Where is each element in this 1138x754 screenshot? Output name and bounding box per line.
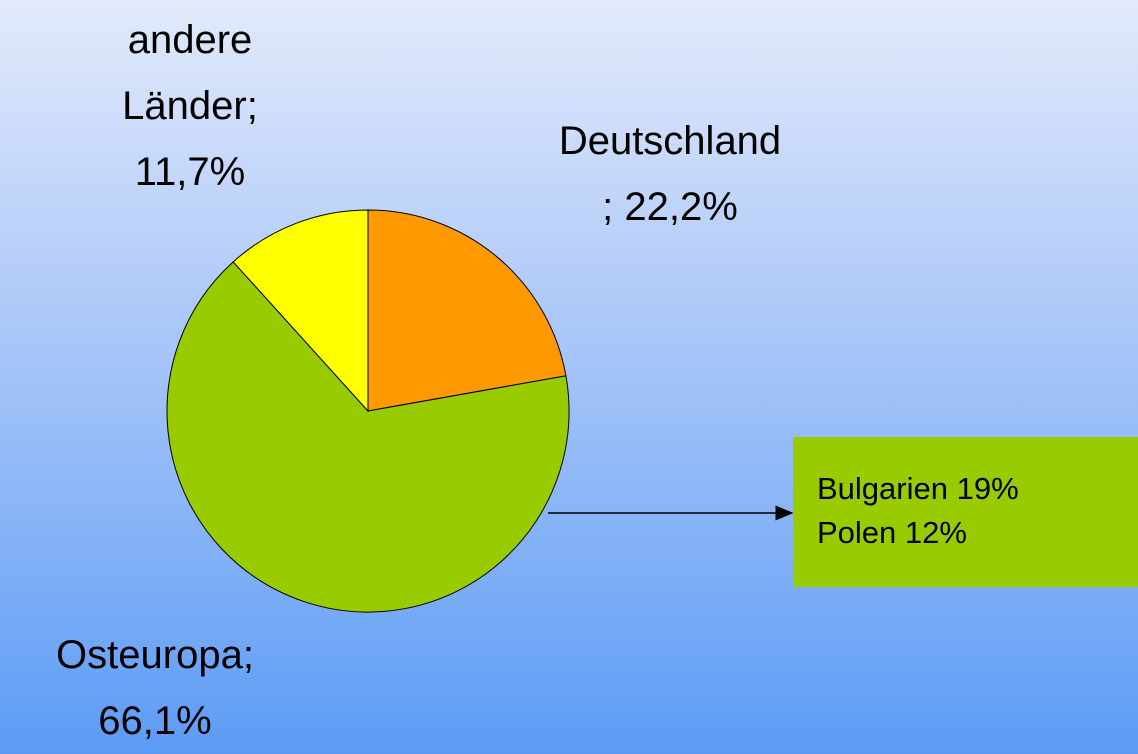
pie-slice <box>166 261 570 613</box>
category-name: Osteuropa <box>56 633 243 677</box>
category-name: andere Länder <box>122 18 253 128</box>
data-label: Deutschland; 22,2% <box>520 108 820 240</box>
pie-slice <box>367 209 567 412</box>
annotation-box: Bulgarien 19% Polen 12% <box>793 437 1138 587</box>
pie-slice <box>232 209 369 413</box>
data-label: Osteuropa; 66,1% <box>0 622 310 754</box>
data-label: andere Länder; 11,7% <box>80 7 300 205</box>
label-line: ; 22,2% <box>520 174 820 240</box>
value-label: 66,1% <box>98 699 212 743</box>
label-separator: ; <box>246 84 258 128</box>
annotation-line: Polen 12% <box>817 515 967 550</box>
annotation-line: Bulgarien 19% <box>817 471 1019 506</box>
value-label: 22,2% <box>624 185 738 229</box>
label-separator: ; <box>242 633 254 677</box>
category-name: Deutschland <box>558 119 782 163</box>
label-separator: ; <box>602 185 614 229</box>
value-label: 11,7% <box>134 150 246 194</box>
